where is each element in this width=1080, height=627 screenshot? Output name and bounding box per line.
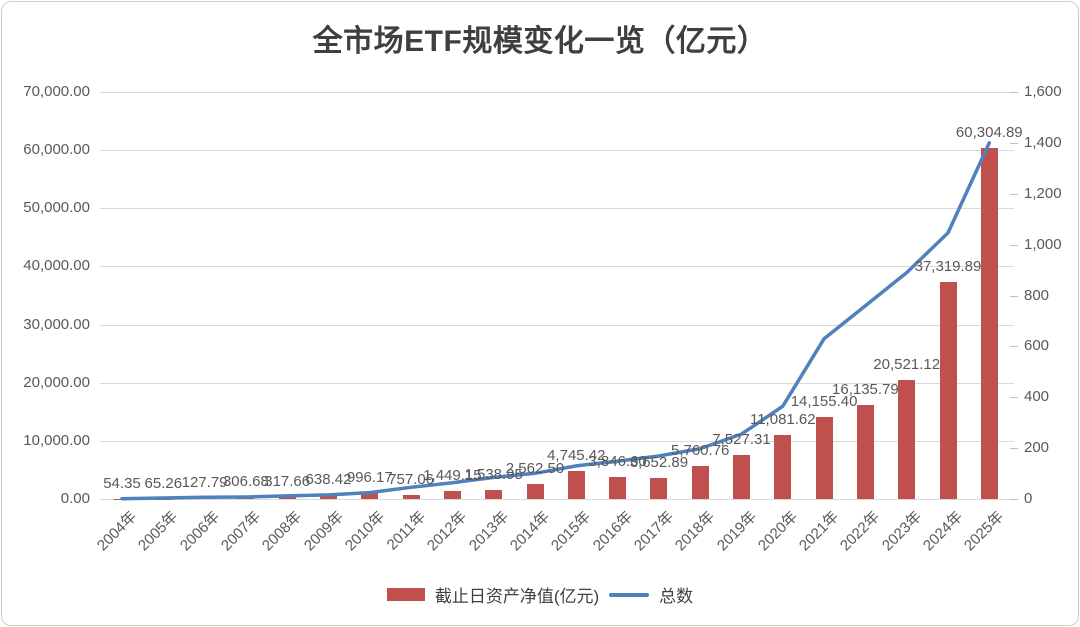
left-axis-tick-label: 10,000.00 <box>23 431 90 449</box>
bar-2022年 <box>856 405 874 499</box>
data-label-2007年: 306.68 <box>222 473 269 491</box>
right-axis-tick <box>1010 448 1018 450</box>
gridline <box>100 92 1014 93</box>
data-label-2004年: 54.35 <box>103 474 141 492</box>
data-label-2005年: 65.26 <box>144 474 183 492</box>
bar-2017年 <box>650 477 668 499</box>
bar-2016年 <box>609 476 627 499</box>
right-axis-tick-label: 1,000 <box>1024 235 1062 253</box>
right-axis-tick <box>1010 193 1018 195</box>
data-label-2023年: 20,521.12 <box>873 355 941 373</box>
right-axis-tick-label: 0 <box>1024 490 1033 507</box>
data-label-2020年: 11,081.62 <box>749 410 816 428</box>
right-axis-tick <box>1010 499 1018 500</box>
right-axis-tick-label: 600 <box>1024 337 1050 355</box>
bar-2012年 <box>443 490 461 499</box>
right-axis-tick <box>1010 397 1018 399</box>
right-axis-tick <box>1010 346 1018 348</box>
line-path <box>120 141 992 501</box>
left-axis-tick-label: 0.00 <box>60 490 90 507</box>
data-label-2006年: 127.79 <box>181 474 228 492</box>
data-label-2009年: 638.42 <box>305 471 352 489</box>
data-label-2021年: 14,155.40 <box>790 392 858 410</box>
bar-2008年 <box>278 497 296 499</box>
gridline <box>100 499 1014 500</box>
bar-2023年 <box>898 379 916 499</box>
data-label-2016年: 3,846.60 <box>588 452 647 470</box>
bar-2013年 <box>485 490 503 499</box>
data-label-2018年: 5,760.76 <box>670 441 730 459</box>
data-label-2019年: 7,527.31 <box>712 431 771 449</box>
data-label-2022年: 16,135.79 <box>832 381 899 399</box>
right-axis-tick-label: 400 <box>1024 388 1050 406</box>
right-axis-tick <box>1010 142 1018 144</box>
bar-2019年 <box>733 455 750 499</box>
gridline <box>100 150 1014 152</box>
left-axis-tick-label: 30,000.00 <box>23 315 90 333</box>
bar-2010年 <box>361 493 379 499</box>
left-axis-tick-label: 60,000.00 <box>23 141 90 159</box>
left-axis-tick-label: 70,000.00 <box>23 83 90 100</box>
left-axis-tick-label: 20,000.00 <box>23 373 90 391</box>
right-axis-tick <box>1010 92 1018 93</box>
left-axis-tick-label: 50,000.00 <box>23 199 90 217</box>
bar-2024年 <box>939 282 957 499</box>
right-axis-tick-label: 200 <box>1024 439 1050 457</box>
right-axis-tick-label: 800 <box>1024 286 1050 304</box>
bar-2011年 <box>402 494 420 499</box>
bar-2009年 <box>320 495 337 499</box>
bar-2014年 <box>526 484 544 499</box>
chart-title: 全市场ETF规模变化一览（亿元） <box>312 25 768 58</box>
right-axis-tick <box>1010 244 1018 246</box>
bar-2015年 <box>567 471 585 499</box>
right-axis-tick-label: 1,600 <box>1024 83 1062 100</box>
gridline <box>100 382 1014 384</box>
data-label-2008年: 317.66 <box>264 473 311 491</box>
left-axis-tick-label: 40,000.00 <box>23 257 90 275</box>
gridline <box>100 208 1014 210</box>
data-label-2011年: 757.06 <box>388 470 435 488</box>
bar-2025年 <box>980 148 998 499</box>
bar-2018年 <box>691 465 709 499</box>
gridline <box>100 324 1014 326</box>
data-label-2014年: 2,562.50 <box>505 460 565 478</box>
bar-2021年 <box>815 416 833 499</box>
data-label-2024年: 37,319.89 <box>914 258 982 275</box>
legend-bar-swatch-icon <box>386 588 425 601</box>
data-label-2017年: 3,652.89 <box>629 453 689 471</box>
right-axis-tick-label: 1,200 <box>1024 184 1062 202</box>
data-label-2013年: 1,538.95 <box>464 466 523 484</box>
gridline <box>100 266 1014 268</box>
data-label-2012年: 1,449.15 <box>423 466 482 484</box>
gridline <box>100 440 1014 442</box>
data-label-2010年: 996.17 <box>346 469 393 487</box>
legend-bar-label: 截止日资产净值(亿元) <box>434 587 600 606</box>
legend: 截止日资产净值(亿元) 总数 <box>2 582 1078 607</box>
bar-2020年 <box>774 434 792 499</box>
legend-line-swatch-icon <box>609 592 650 597</box>
right-axis-tick <box>1010 295 1018 297</box>
data-label-2015年: 4,745.42 <box>547 447 606 465</box>
legend-line-label: 总数 <box>659 587 694 606</box>
right-axis-tick-label: 1,400 <box>1024 133 1062 151</box>
data-label-2025年: 60,304.89 <box>955 124 1023 142</box>
